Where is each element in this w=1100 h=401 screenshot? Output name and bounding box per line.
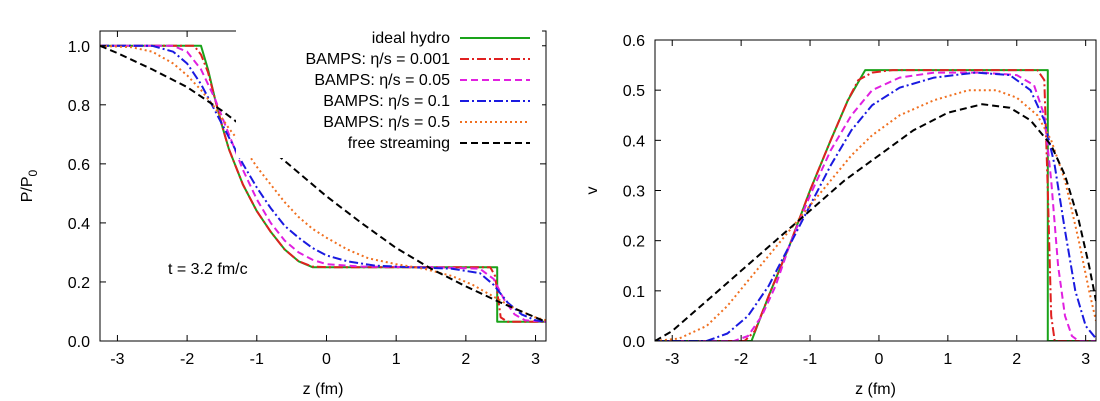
x-axis-label: z (fm)	[303, 381, 344, 398]
y-axis-label-main: v	[584, 187, 601, 195]
y-tick-label: 0.2	[623, 234, 645, 251]
x-tick-label: -2	[180, 351, 194, 368]
y-tick-label: 0.2	[68, 275, 90, 292]
x-tick-label: -2	[734, 351, 748, 368]
y-tick-label: 0.1	[623, 284, 645, 301]
y-tick-label: 0.4	[623, 133, 645, 150]
x-tick-label: 3	[531, 351, 540, 368]
y-tick-label: 0.8	[68, 98, 90, 115]
y-tick-label: 0.3	[623, 184, 645, 201]
x-tick-label: 0	[874, 351, 883, 368]
legend-entry-label: BAMPS: η/s = 0.001	[305, 51, 450, 68]
y-tick-label: 0.6	[68, 157, 90, 174]
y-tick-label: 0.0	[68, 334, 90, 351]
series-line	[655, 71, 1096, 341]
y-tick-label: 0.6	[623, 33, 645, 50]
x-tick-label: 1	[943, 351, 952, 368]
y-axis-label: v	[584, 187, 601, 195]
y-axis-label-main: P/P	[19, 176, 36, 202]
legend-entry-label: BAMPS: η/s = 0.5	[323, 114, 450, 131]
legend-entry-label: BAMPS: η/s = 0.05	[314, 72, 450, 89]
velocity-panel: -3 -2 -1 0 1 2 3 0.0 0.1 0.2 0.3 0.4 0.5 0.6 z (fm) v	[584, 33, 1097, 398]
series-line	[100, 44, 546, 323]
y-tick-label: 1.0	[68, 39, 90, 56]
plot-frame	[654, 39, 1097, 342]
series-line	[100, 44, 546, 323]
series-line	[100, 44, 546, 323]
series-line	[655, 71, 1096, 341]
x-tick-label: -1	[803, 351, 817, 368]
x-axis-label: z (fm)	[855, 381, 896, 398]
x-tick-label: 3	[1081, 351, 1090, 368]
x-tick-label: -3	[110, 351, 124, 368]
x-tick-label: 1	[392, 351, 401, 368]
series-line	[100, 44, 546, 323]
x-tick-label: 0	[322, 351, 331, 368]
x-tick-label: 2	[1012, 351, 1021, 368]
x-tick-label: -1	[250, 351, 264, 368]
y-tick-label: 0.5	[623, 83, 645, 100]
legend-background	[236, 22, 542, 158]
series-line	[655, 103, 1096, 341]
series-line	[655, 69, 1096, 341]
series-line	[655, 69, 1096, 341]
x-tick-label: -3	[665, 351, 679, 368]
x-tick-label: 2	[461, 351, 470, 368]
y-tick-label: 0.4	[68, 216, 90, 233]
y-axis-label-subscript: 0	[26, 169, 40, 176]
pressure-panel: -3 -2 -1 0 1 2 30.00.20.40.60.81.0z (fm)P/P0t …	[19, 22, 547, 398]
y-axis-label: P/P0	[19, 169, 40, 202]
series-line	[655, 89, 1096, 341]
legend-entry-label: ideal hydro	[372, 30, 450, 47]
legend-entry-label: BAMPS: η/s = 0.1	[323, 93, 450, 110]
series-line	[100, 44, 546, 322]
y-tick-label: 0.0	[623, 334, 645, 351]
legend-entry-label: free streaming	[348, 135, 450, 152]
time-annotation: t = 3.2 fm/c	[168, 261, 248, 278]
